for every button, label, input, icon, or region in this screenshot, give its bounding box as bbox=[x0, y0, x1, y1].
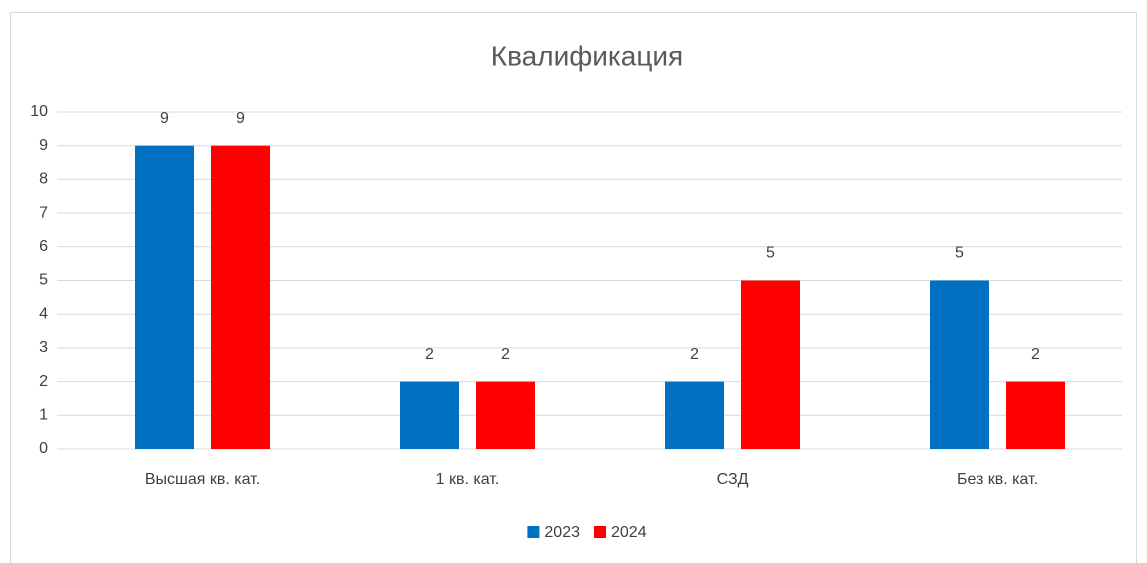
x-tick-label: 1 кв. кат. bbox=[436, 471, 500, 488]
y-tick-label: 9 bbox=[39, 137, 48, 154]
bar bbox=[135, 145, 194, 449]
data-label: 5 bbox=[955, 245, 964, 262]
y-tick-label: 3 bbox=[39, 339, 48, 356]
data-label: 2 bbox=[501, 346, 510, 363]
data-label: 5 bbox=[766, 245, 775, 262]
x-tick-label: Без кв. кат. bbox=[957, 471, 1038, 488]
data-label: 9 bbox=[160, 110, 169, 127]
bar bbox=[741, 280, 800, 449]
y-tick-label: 6 bbox=[39, 238, 48, 255]
legend-swatch bbox=[527, 526, 540, 538]
bar bbox=[1006, 381, 1065, 449]
legend-label: 2023 bbox=[544, 524, 580, 541]
legend-swatch bbox=[594, 526, 606, 538]
bar bbox=[930, 280, 989, 449]
x-tick-label: СЗД bbox=[717, 471, 749, 488]
data-label: 2 bbox=[1031, 346, 1040, 363]
bar bbox=[400, 381, 459, 449]
y-tick-label: 5 bbox=[39, 272, 48, 289]
y-tick-label: 7 bbox=[39, 204, 48, 221]
data-label: 2 bbox=[690, 346, 699, 363]
bar bbox=[211, 145, 270, 449]
y-tick-label: 8 bbox=[39, 171, 48, 188]
data-label: 2 bbox=[425, 346, 434, 363]
data-label: 9 bbox=[236, 110, 245, 127]
bar bbox=[665, 381, 724, 449]
y-tick-label: 10 bbox=[30, 103, 48, 120]
y-tick-label: 2 bbox=[39, 373, 48, 390]
y-tick-label: 4 bbox=[39, 305, 48, 322]
chart-title: Квалификация bbox=[491, 40, 683, 71]
y-tick-label: 0 bbox=[39, 440, 48, 457]
x-tick-label: Высшая кв. кат. bbox=[145, 471, 260, 488]
y-tick-label: 1 bbox=[39, 407, 48, 424]
bar bbox=[476, 381, 535, 449]
legend-label: 2024 bbox=[611, 524, 647, 541]
